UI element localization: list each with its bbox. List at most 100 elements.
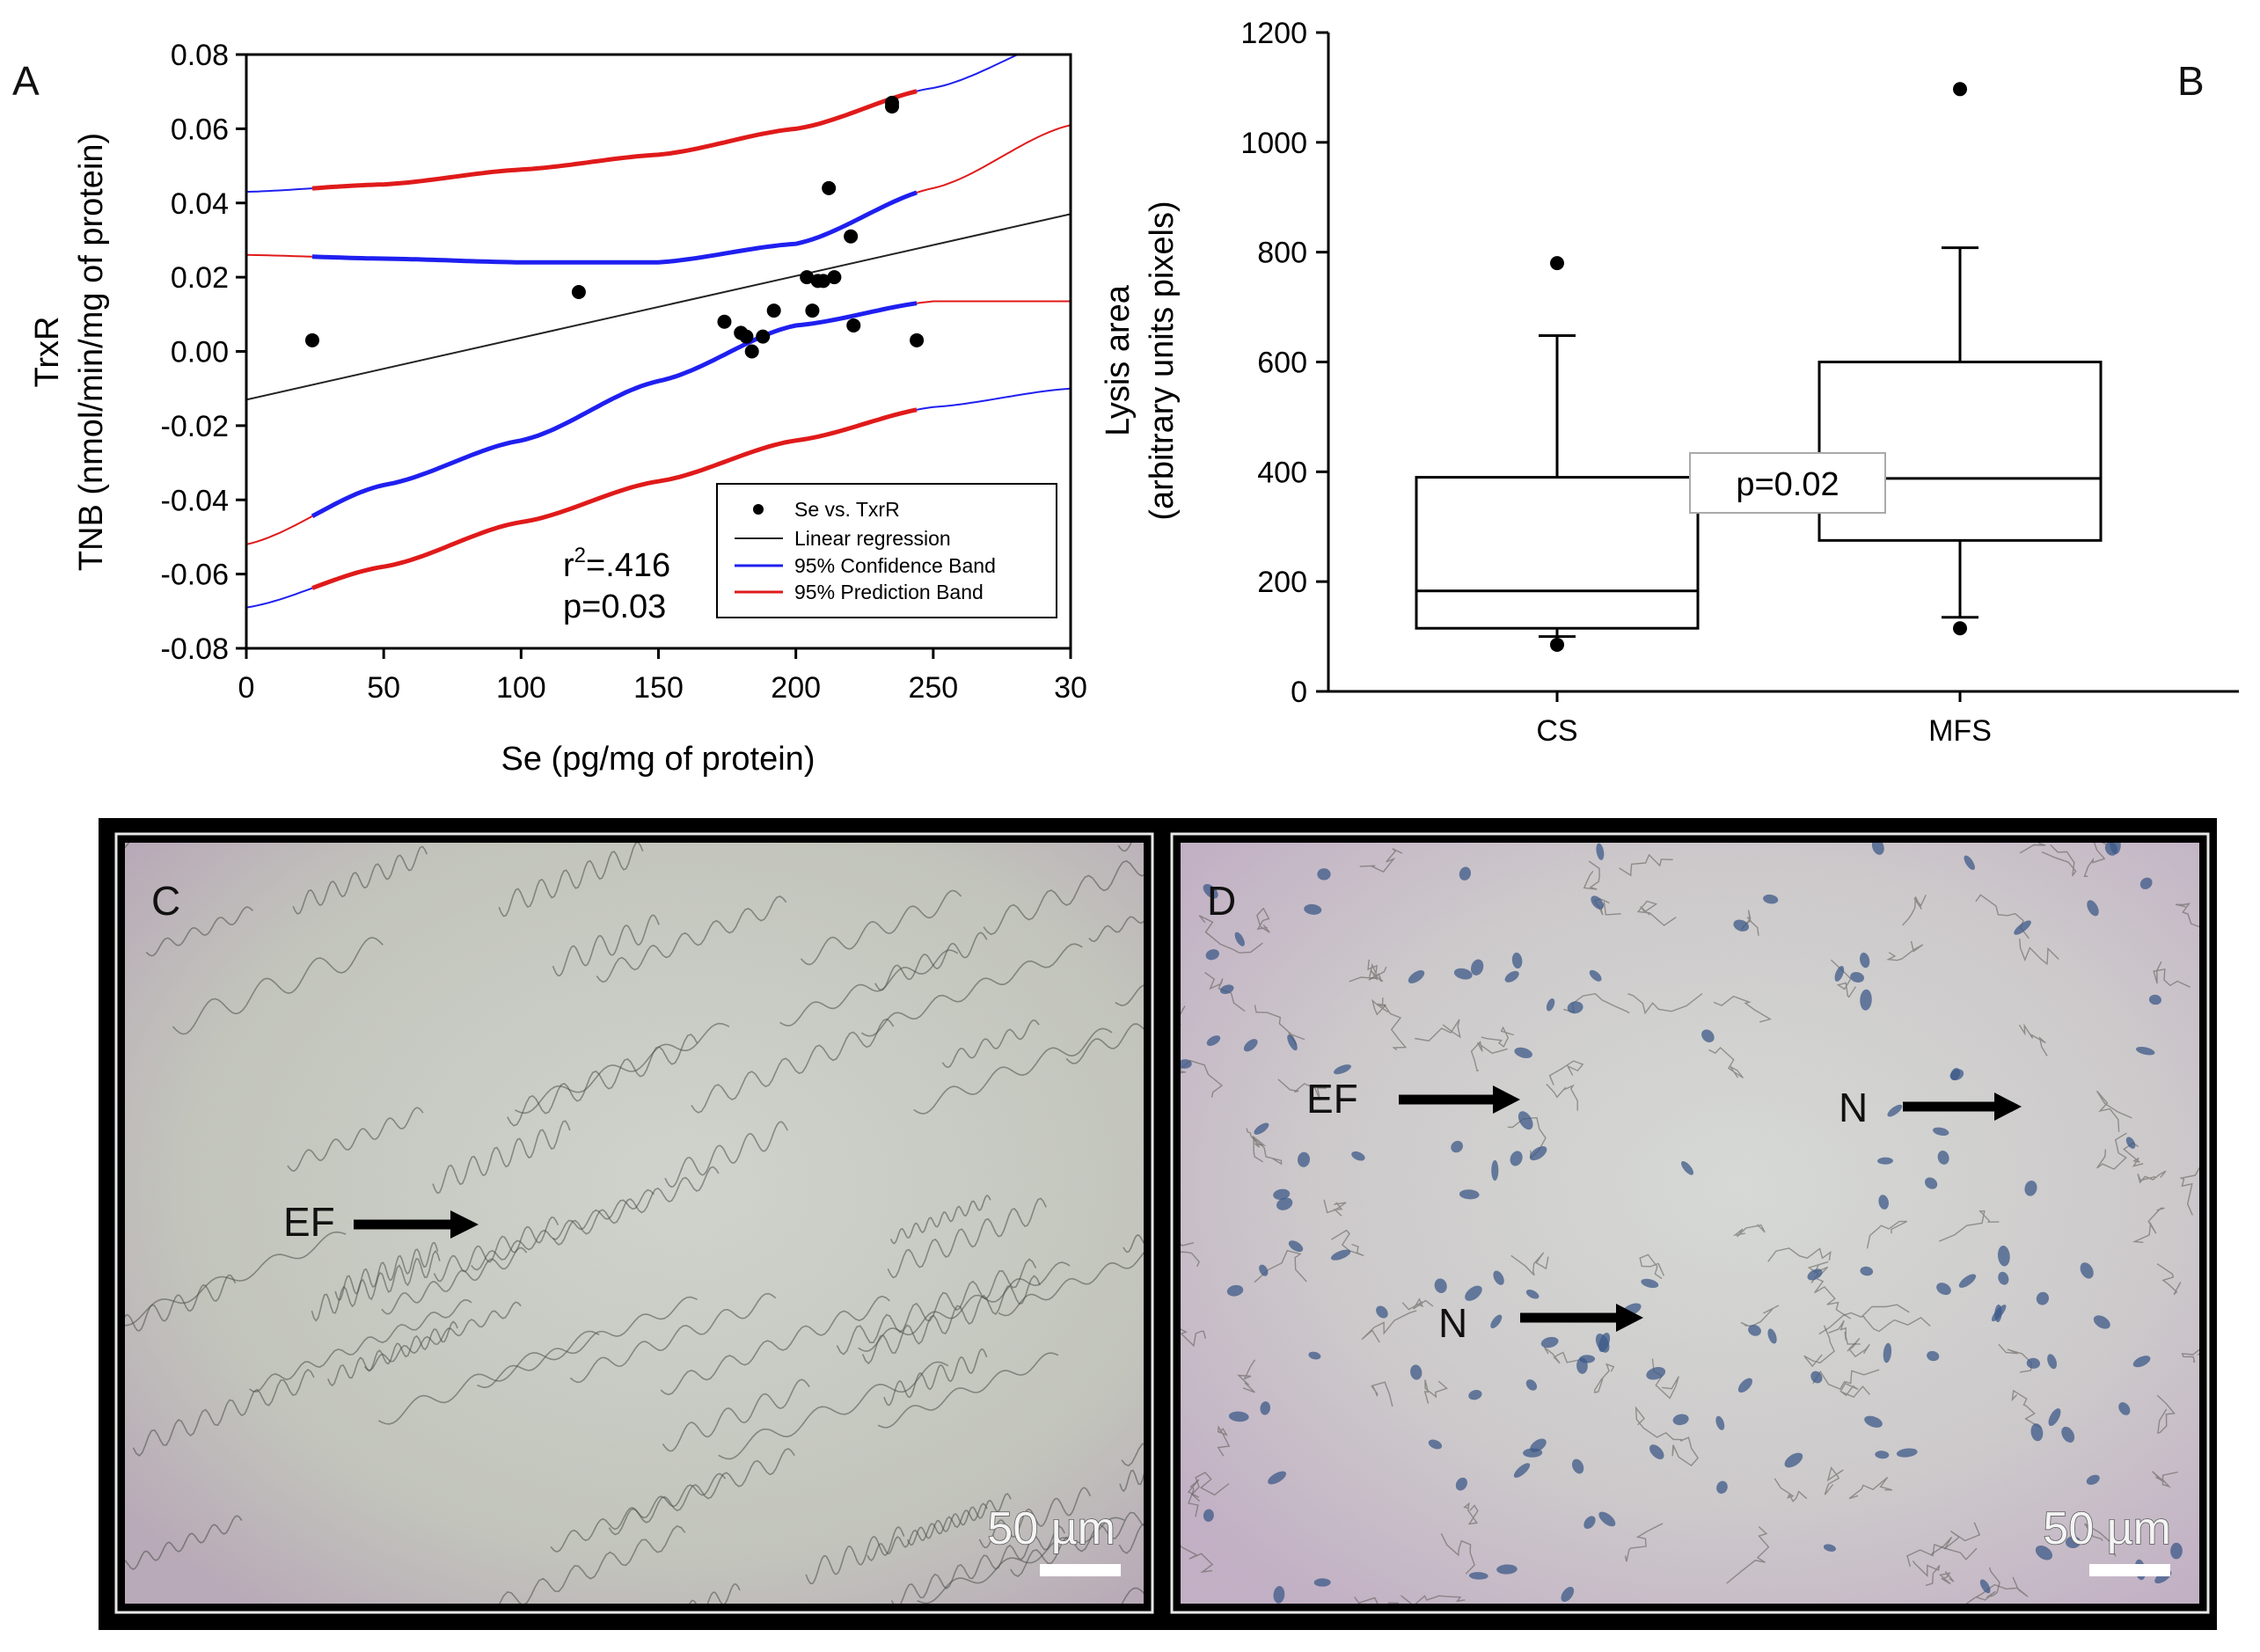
nucleus (1428, 1439, 1443, 1450)
nucleus (1883, 1342, 1892, 1363)
nucleus (1737, 1378, 1752, 1393)
nucleus (1672, 1414, 1689, 1426)
fragmented-fiber (1181, 1328, 1206, 1348)
nucleus (1333, 1064, 1351, 1075)
x-tick-label: CS (1536, 714, 1577, 748)
nucleus (2132, 1356, 2151, 1368)
elastic-fiber (978, 1487, 1092, 1549)
nucleus (1540, 1336, 1559, 1349)
confidence-lower-band-right (916, 300, 1071, 304)
elastic-fiber (889, 1194, 991, 1245)
panel-a-plot-frame (245, 53, 1072, 650)
nucleus (2170, 1542, 2183, 1560)
fragmented-fiber (1939, 1570, 1955, 1585)
regression-line (246, 213, 1071, 401)
nucleus (1297, 1151, 1310, 1167)
nucleus (1330, 1249, 1351, 1261)
fragmented-fiber (2041, 844, 2077, 877)
nucleus (2135, 1046, 2155, 1056)
nucleus (1203, 883, 1218, 899)
fragmented-fiber (1627, 992, 1703, 1015)
nucleus (1455, 1477, 1467, 1491)
nucleus (1260, 1401, 1270, 1415)
nucleus (1268, 1471, 1287, 1485)
elastic-fiber (664, 1121, 789, 1188)
r2-base: r (563, 547, 574, 584)
elastic-fiber (552, 1166, 720, 1246)
panel-d-n-label-1: N (1839, 1085, 1868, 1130)
fragmented-fiber (1862, 1315, 1931, 1333)
nucleus (1875, 1451, 1890, 1459)
fragmented-fiber (1818, 1304, 1910, 1335)
nucleus (1471, 959, 1484, 976)
nucleus (1410, 1364, 1423, 1380)
panel-d-fragmented-fibers (1181, 843, 2199, 1604)
panel-b-p-value: p=0.02 (1736, 466, 1839, 503)
nucleus (1496, 1564, 1518, 1575)
fragmented-fiber (2019, 939, 2059, 966)
panel-b-ticks: 1200 1000 800 600 400 200 0 (1240, 17, 1328, 709)
y-tick-label: 0.06 (171, 113, 229, 146)
nucleus (1748, 1324, 1761, 1336)
nucleus (2148, 994, 2161, 1005)
nucleus (1807, 1268, 1823, 1281)
fragmented-fiber (1323, 1199, 1347, 1217)
box (1415, 476, 1700, 630)
prediction-lower-band-left (246, 587, 313, 609)
elastic-fiber (718, 1361, 949, 1460)
data-point (884, 95, 899, 110)
fragmented-fiber (1440, 1532, 1475, 1575)
nucleus (1595, 1334, 1610, 1353)
confidence-lower-band (311, 301, 918, 518)
elastic-fiber (471, 1188, 655, 1271)
nucleus (1514, 1047, 1532, 1058)
y-tick-label: -0.06 (161, 559, 230, 592)
y-tick-label: 800 (1257, 237, 1307, 270)
fragmented-fiber (2175, 903, 2199, 937)
fragmented-fiber (1713, 995, 1772, 1023)
nucleus (2118, 1402, 2131, 1415)
elastic-fiber (1119, 1469, 1144, 1493)
data-point (805, 303, 820, 318)
elastic-fiber (125, 1515, 243, 1570)
fragmented-fiber (1181, 1005, 1186, 1026)
fragmented-fiber (1671, 1436, 1699, 1467)
y-tick-label: 1000 (1240, 127, 1307, 160)
nucleus (1219, 984, 1234, 994)
elastic-fiber (596, 895, 787, 983)
panel-d-n-label-2: N (1438, 1300, 1467, 1346)
nucleus (1408, 969, 1425, 983)
fragmented-fiber (1824, 1466, 1844, 1495)
data-point (571, 285, 586, 299)
elastic-fiber (883, 1348, 988, 1407)
nucleus (1313, 1578, 1331, 1587)
nucleus (1567, 1001, 1583, 1014)
nucleus (1468, 1390, 1482, 1400)
elastic-fiber (364, 1301, 522, 1371)
elastic-fiber (432, 1120, 571, 1195)
nucleus (1304, 903, 1322, 915)
fragmented-fiber (1906, 1543, 1978, 1568)
fragmented-fiber (1866, 1220, 1908, 1249)
nucleus (2030, 1423, 2044, 1442)
nucleus (1860, 952, 1870, 969)
nucleus (1510, 1151, 1523, 1166)
y-tick-label: 400 (1257, 456, 1307, 489)
x-tick-label: 150 (633, 671, 684, 705)
fragmented-fiber (1939, 1210, 2000, 1242)
fragmented-fiber (1383, 1004, 1408, 1051)
elastic-fiber (779, 949, 959, 1027)
panel-a-y-axis-label-1: TrxR (29, 317, 66, 388)
nucleus (1206, 1035, 1221, 1046)
panel-a-ticks: 0.08 0.06 0.04 0.02 0.00 -0.02 -0.04 -0.06 -0.08… (161, 39, 1087, 705)
y-tick-label: -0.02 (161, 410, 230, 443)
elastic-fiber (292, 845, 428, 915)
fragmented-fiber (2137, 1170, 2167, 1184)
panel-a-p-annotation: p=0.03 (563, 588, 666, 625)
fragmented-fiber (1359, 848, 1403, 873)
panel-d-letter: D (1207, 878, 1236, 924)
panel-d-ef-label: EF (1306, 1076, 1358, 1122)
nucleus (1576, 1357, 1588, 1374)
panel-a-letter: A (12, 58, 40, 104)
fragmented-fiber (1371, 1381, 1393, 1407)
